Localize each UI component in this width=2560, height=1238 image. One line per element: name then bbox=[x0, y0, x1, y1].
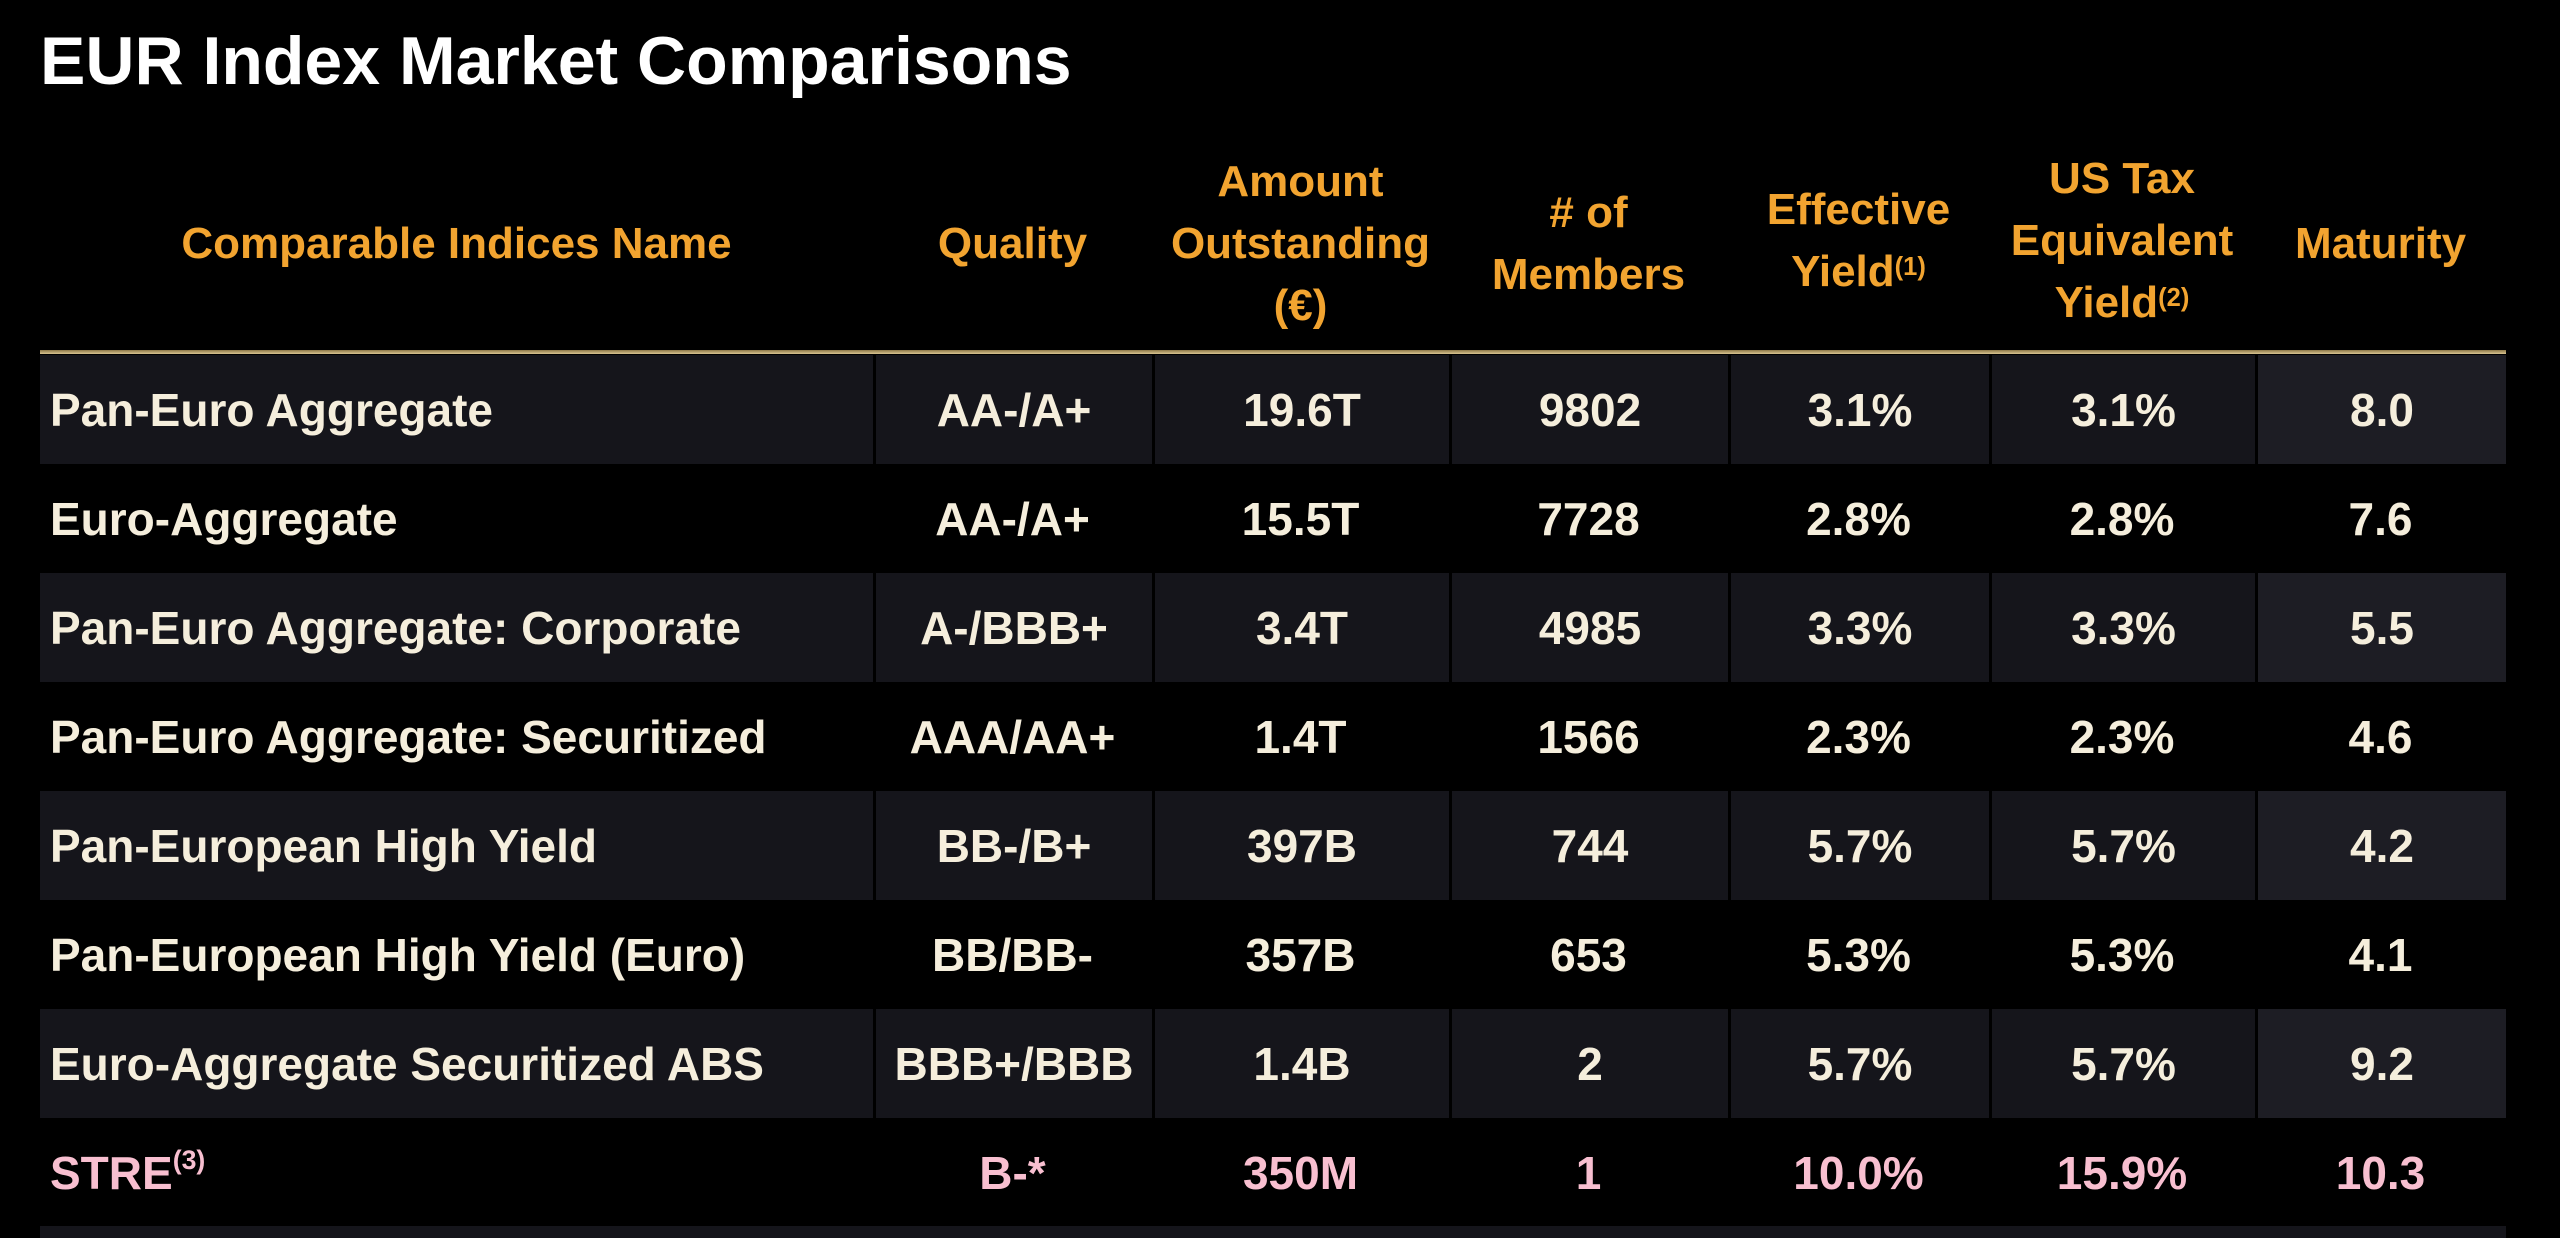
cell-amount-outstanding: 3.4T bbox=[1152, 573, 1449, 682]
cell-us-tax-equivalent-yield: 3.3% bbox=[1989, 573, 2255, 682]
cell-quality: AA-/A+ bbox=[935, 492, 1090, 545]
header-label-line: US Tax bbox=[2049, 154, 2195, 203]
cell-effective-yield: 10.0% bbox=[1793, 1146, 1924, 1199]
cell-us-tax-equivalent-yield: 2.8% bbox=[2069, 492, 2175, 545]
header-number-of-members: # of Members bbox=[1449, 138, 1728, 350]
cell-quality: A-/BBB+ bbox=[873, 573, 1152, 682]
cell-name: Euro-Aggregate bbox=[50, 492, 398, 545]
cell-members: 1 bbox=[1575, 1146, 1602, 1199]
footnote-marker-2: (2) bbox=[2158, 283, 2190, 312]
table-row: Pan-European High Yield BB-/B+ 397B 744 … bbox=[40, 791, 2506, 900]
table-row: Euro-Aggregate AA-/A+ 15.5T 7728 2.8% 2.… bbox=[40, 464, 2506, 573]
header-label: Comparable Indices Name bbox=[181, 219, 732, 268]
cell-members: 653 bbox=[1550, 928, 1627, 981]
header-label-line: Yield(1) bbox=[1791, 241, 1926, 309]
header-label-line: (€) bbox=[1273, 281, 1328, 330]
cell-effective-yield: 5.7% bbox=[1728, 1009, 1989, 1118]
table-row: Pan-Euro Aggregate: Corporate A-/BBB+ 3.… bbox=[40, 573, 2506, 682]
table-row: Pan-European High Yield (Euro) BB/BB- 35… bbox=[40, 900, 2506, 1009]
header-effective-yield: Effective Yield(1) bbox=[1728, 138, 1989, 350]
cell-quality: B-* bbox=[979, 1146, 1046, 1199]
cell-members: 744 bbox=[1449, 791, 1728, 900]
cell-name: Pan-Euro Aggregate bbox=[50, 383, 494, 436]
cell-name: Euro-Aggregate Securitized ABS bbox=[50, 1037, 764, 1090]
cell-quality: BB-/B+ bbox=[873, 791, 1152, 900]
table-row: Pan-Euro Aggregate: Securitized AAA/AA+ … bbox=[40, 682, 2506, 791]
cell-us-tax-equivalent-yield: 3.1% bbox=[1989, 355, 2255, 464]
cell-amount-outstanding: 15.5T bbox=[1241, 492, 1360, 545]
cell-members: 2 bbox=[1449, 1009, 1728, 1118]
cell-quality: BB/BB- bbox=[932, 928, 1093, 981]
header-label-line: Outstanding bbox=[1170, 219, 1431, 268]
cell-members: 4985 bbox=[1449, 573, 1728, 682]
cell-effective-yield: 3.1% bbox=[1728, 355, 1989, 464]
cell-maturity: 8.0 bbox=[2255, 355, 2506, 464]
header-amount-outstanding: Amount Outstanding (€) bbox=[1152, 138, 1449, 350]
header-label-line: Yield(2) bbox=[2055, 272, 2190, 340]
cell-name: STRE (3) bbox=[40, 1118, 873, 1227]
footnote-marker-1: (1) bbox=[1894, 252, 1926, 281]
cell-amount-outstanding: 357B bbox=[1245, 928, 1356, 981]
header-us-tax-equivalent-yield: US Tax Equivalent Yield(2) bbox=[1989, 138, 2255, 350]
cell-effective-yield: 5.3% bbox=[1806, 928, 1911, 981]
header-label-line: Equivalent bbox=[2010, 216, 2234, 265]
header-quality: Quality bbox=[873, 138, 1152, 350]
cell-members: 1566 bbox=[1537, 710, 1640, 763]
header-label: Yield bbox=[2054, 278, 2159, 327]
table-header-row: Comparable Indices Name Quality Amount O… bbox=[40, 138, 2506, 350]
page-title: EUR Index Market Comparisons bbox=[40, 23, 1072, 99]
cell-amount-outstanding: 1.4T bbox=[1254, 710, 1347, 763]
cell-maturity: 9.2 bbox=[2255, 1009, 2506, 1118]
cell-maturity: 10.3 bbox=[2335, 1146, 2426, 1199]
cell-us-tax-equivalent-yield: 15.9% bbox=[2056, 1146, 2188, 1199]
cell-amount-outstanding: 19.6T bbox=[1152, 355, 1449, 464]
header-label-line: Effective bbox=[1766, 185, 1951, 234]
cell-quality: AAA/AA+ bbox=[909, 710, 1116, 763]
cell-name: Pan-Euro Aggregate: Securitized bbox=[50, 710, 767, 763]
cell-quality: BBB+/BBB bbox=[873, 1009, 1152, 1118]
table-body: Pan-Euro Aggregate AA-/A+ 19.6T 9802 3.1… bbox=[40, 355, 2506, 1227]
header-divider-line bbox=[40, 350, 2506, 354]
cell-name: Pan-European High Yield (Euro) bbox=[50, 928, 746, 981]
cell-members: 7728 bbox=[1537, 492, 1640, 545]
partial-next-row-stripe bbox=[40, 1226, 2506, 1238]
header-label: Maturity bbox=[2294, 219, 2467, 268]
cell-effective-yield: 2.3% bbox=[1806, 710, 1911, 763]
cell-amount-outstanding: 350M bbox=[1242, 1146, 1359, 1199]
cell-maturity: 4.2 bbox=[2255, 791, 2506, 900]
table-row-stre-highlight: STRE (3) B-* 350M 1 10.0% 15.9% 10.3 bbox=[40, 1118, 2506, 1227]
cell-name: Pan-Euro Aggregate: Corporate bbox=[50, 601, 741, 654]
cell-maturity: 4.1 bbox=[2348, 928, 2413, 981]
cell-us-tax-equivalent-yield: 5.7% bbox=[1989, 1009, 2255, 1118]
cell-effective-yield: 2.8% bbox=[1806, 492, 1911, 545]
cell-maturity: 7.6 bbox=[2348, 492, 2413, 545]
cell-maturity: 4.6 bbox=[2348, 710, 2413, 763]
cell-name: Pan-European High Yield bbox=[50, 819, 597, 872]
row-name: STRE bbox=[50, 1146, 173, 1199]
cell-amount-outstanding: 397B bbox=[1152, 791, 1449, 900]
table-row: Euro-Aggregate Securitized ABS BBB+/BBB … bbox=[40, 1009, 2506, 1118]
header-label-line: Amount bbox=[1217, 157, 1384, 206]
cell-us-tax-equivalent-yield: 2.3% bbox=[2069, 710, 2175, 763]
header-label-line: Members bbox=[1491, 250, 1686, 299]
table-row: Pan-Euro Aggregate AA-/A+ 19.6T 9802 3.1… bbox=[40, 355, 2506, 464]
cell-us-tax-equivalent-yield: 5.7% bbox=[1989, 791, 2255, 900]
header-label-line: # of bbox=[1549, 188, 1628, 237]
header-label: Quality bbox=[937, 219, 1088, 268]
cell-effective-yield: 5.7% bbox=[1728, 791, 1989, 900]
header-label: Yield bbox=[1791, 247, 1895, 296]
cell-amount-outstanding: 1.4B bbox=[1152, 1009, 1449, 1118]
footnote-marker-3: (3) bbox=[172, 1145, 206, 1175]
header-maturity: Maturity bbox=[2255, 138, 2506, 350]
cell-maturity: 5.5 bbox=[2255, 573, 2506, 682]
cell-members: 9802 bbox=[1449, 355, 1728, 464]
header-comparable-indices-name: Comparable Indices Name bbox=[40, 138, 873, 350]
cell-effective-yield: 3.3% bbox=[1728, 573, 1989, 682]
cell-quality: AA-/A+ bbox=[873, 355, 1152, 464]
cell-us-tax-equivalent-yield: 5.3% bbox=[2069, 928, 2175, 981]
